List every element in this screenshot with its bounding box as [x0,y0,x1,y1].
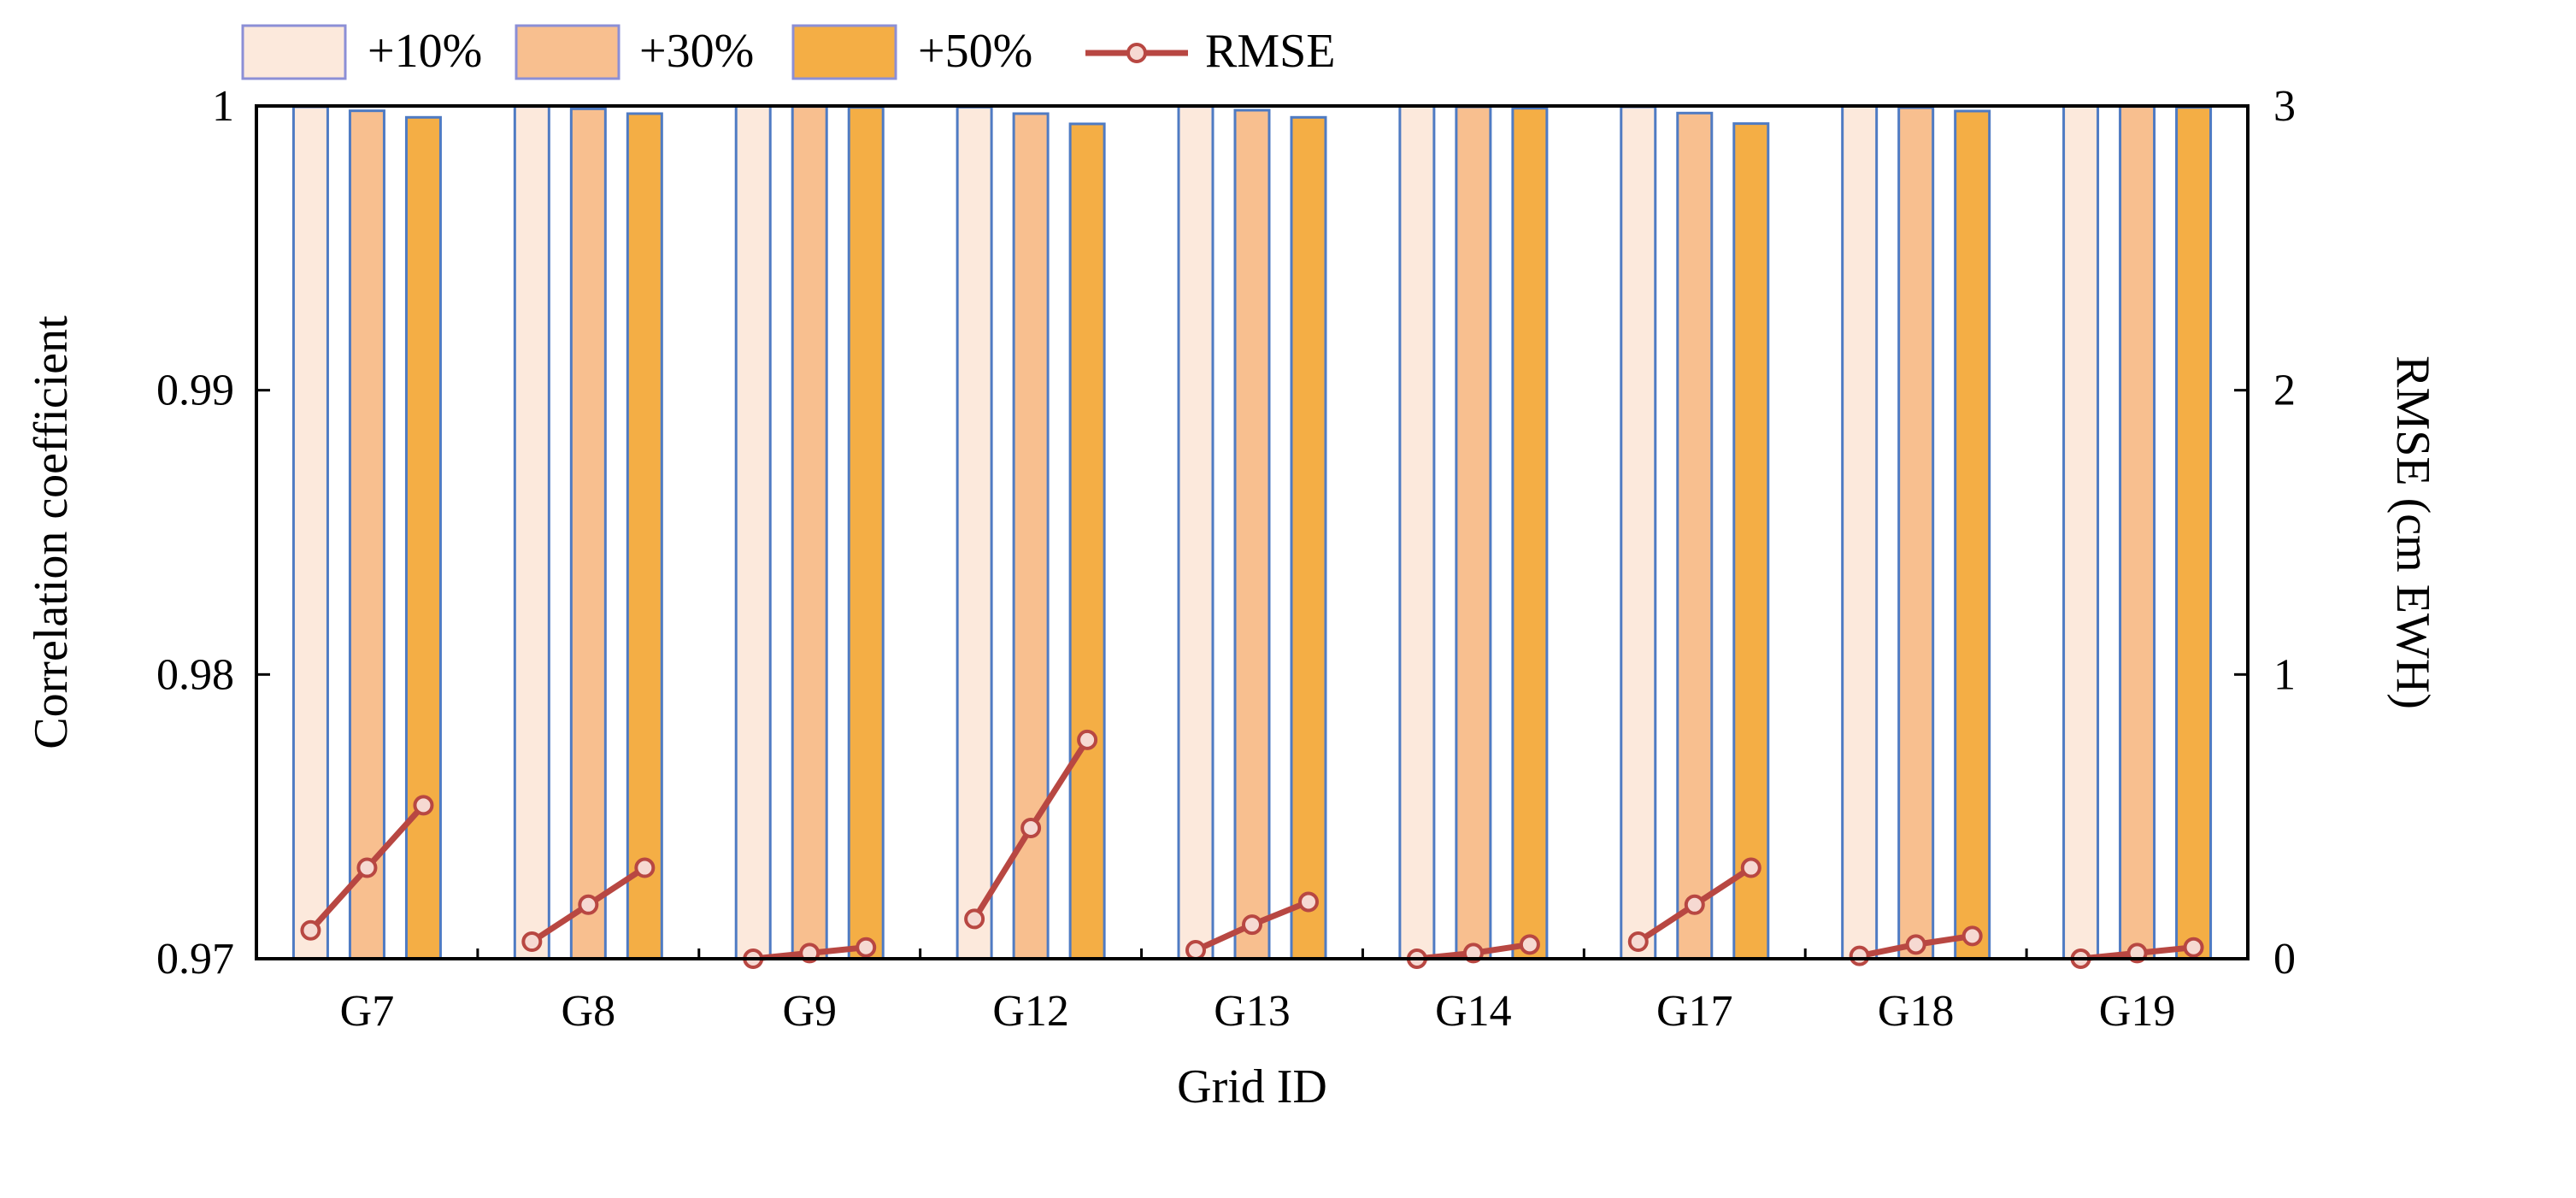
chart-legend: +10% +30% +50% RMSE [241,24,1336,80]
bar-G13-+10% [1177,105,1214,960]
legend-label-2: +50% [918,25,1032,78]
legend-swatch-1 [515,24,620,80]
x-tick-label: G7 [340,987,395,1036]
rmse-point-G13-2 [1298,891,1319,913]
rmse-point-G12-2 [1077,729,1098,750]
x-tick-label: G18 [1878,987,1955,1036]
bar-G17-+30% [1676,111,1714,960]
y-tick-label: 0.97 [156,935,234,984]
bar-G13-+30% [1233,109,1271,960]
rmse-point-G18-0 [1849,945,1870,966]
rmse-point-G19-2 [2183,937,2204,958]
y2-axis-title: RMSE (cm EWH) [2386,355,2439,709]
bar-G14-+50% [1511,107,1549,960]
rmse-point-G12-1 [1020,817,1042,838]
chart-axes: 0.97 0.98 0.99 1 0 1 2 3 G7 G8 G9 G12 G13 G14 G17 G18 G1… [156,82,2296,1036]
rmse-point-G18-1 [1905,934,1926,955]
y-axis-title: Correlation coefficient [25,315,78,749]
rmse-point-G17-2 [1740,857,1761,878]
bar-G9-+30% [791,105,828,960]
y2-tick-label: 3 [2273,82,2296,131]
rmse-point-G17-1 [1684,894,1705,915]
rmse-point-G7-0 [300,919,321,941]
bar-G18-+30% [1897,106,1935,960]
bar-G8-+30% [569,107,607,960]
rmse-point-G18-2 [1961,925,1983,947]
x-tick-label: G17 [1656,987,1733,1036]
x-tick-label: G8 [562,987,616,1036]
x-tick-label: G12 [992,987,1069,1036]
bar-G19-+50% [2175,106,2213,960]
bar-G12-+50% [1068,122,1106,960]
bar-G14-+10% [1398,104,1436,960]
bar-G7-+10% [291,105,329,960]
bar-G18-+50% [1954,109,1991,960]
legend-label-rmse: RMSE [1205,25,1336,78]
x-axis-title: Grid ID [1177,1060,1327,1113]
x-tick-label: G14 [1435,987,1512,1036]
rmse-point-G8-1 [578,894,599,915]
rmse-point-G8-0 [521,931,543,953]
bar-G12-+10% [956,105,993,960]
legend-marker-rmse [1126,43,1147,63]
bar-G9-+10% [734,104,772,960]
bar-G13-+50% [1290,115,1327,960]
bar-G17-+50% [1732,122,1770,960]
rmse-point-G12-0 [964,908,985,930]
rmse-point-G17-0 [1627,931,1649,953]
y2-tick-label: 2 [2273,367,2296,415]
y2-tick-label: 1 [2273,650,2296,699]
rmse-point-G7-1 [356,857,378,878]
rmse-lines [300,729,2204,969]
legend-swatch-2 [791,24,897,80]
bar-G7-+50% [404,115,442,960]
rmse-point-G13-0 [1185,940,1206,961]
rmse-point-G8-2 [634,857,656,878]
y-tick-label: 0.99 [156,367,234,415]
rmse-point-G7-2 [413,795,434,816]
legend-label-0: +10% [368,25,482,78]
plot-frame [255,104,2250,960]
bar-G17-+10% [1620,105,1657,960]
bar-G9-+50% [847,106,885,960]
bar-G19-+10% [2062,104,2100,960]
bar-G18-+10% [1841,104,1879,960]
bar-G8-+10% [513,105,550,960]
y2-tick-label: 0 [2273,935,2296,984]
legend-label-1: +30% [639,25,754,78]
x-tick-label: G13 [1214,987,1291,1036]
y-tick-label: 1 [212,82,234,131]
bar-G7-+30% [348,109,385,960]
rmse-point-G9-2 [856,937,877,958]
bar-G8-+50% [626,112,663,960]
x-tick-label: G9 [782,987,837,1036]
bar-series [291,104,2213,960]
bar-G19-+30% [2119,105,2156,960]
bar-G14-+30% [1455,105,1492,960]
x-tick-label: G19 [2099,987,2176,1036]
legend-swatch-0 [241,24,347,80]
y-tick-label: 0.98 [156,650,234,699]
rmse-point-G13-1 [1242,914,1262,936]
rmse-point-G14-2 [1519,934,1540,955]
